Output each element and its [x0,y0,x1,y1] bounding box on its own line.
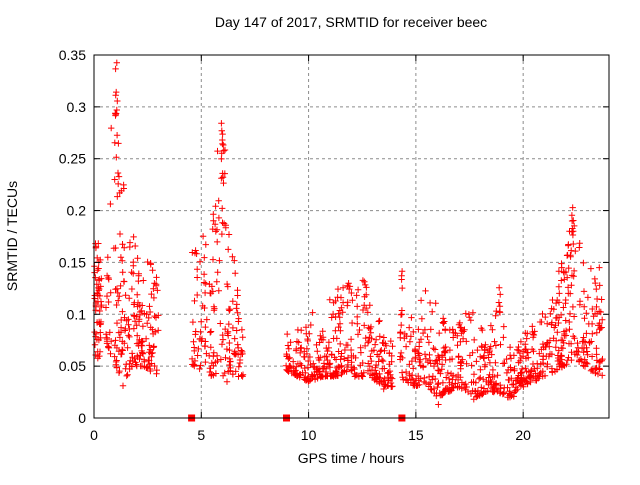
y-tick-label: 0.05 [59,358,86,374]
scatter-plus-markers [91,59,606,408]
y-tick-label: 0.1 [67,306,87,322]
tick-labels: 0 5 10 15 20 0 0.05 0.1 0.15 0.2 0.25 0.3 0.35 [59,47,531,443]
x-tick-label: 20 [515,427,531,443]
x-tick-label: 5 [197,427,205,443]
y-tick-label: 0.25 [59,151,86,167]
chart-title: Day 147 of 2017, SRMTID for receiver bee… [215,14,487,30]
plot-border [93,54,610,419]
y-tick-label: 0.15 [59,254,86,270]
y-tick-label: 0.3 [67,99,87,115]
y-tick-label: 0 [78,410,86,426]
gridlines [94,55,609,418]
data-points [91,59,606,422]
x-axis-label: GPS time / hours [298,450,405,466]
y-tick-label: 0.35 [59,47,86,63]
x-tick-label: 15 [408,427,424,443]
x-tick-label: 10 [301,427,317,443]
y-tick-label: 0.2 [67,203,87,219]
x-tick-label: 0 [90,427,98,443]
plot-border-and-ticks [93,54,610,419]
y-axis-label: SRMTID / TECUs [4,181,20,291]
